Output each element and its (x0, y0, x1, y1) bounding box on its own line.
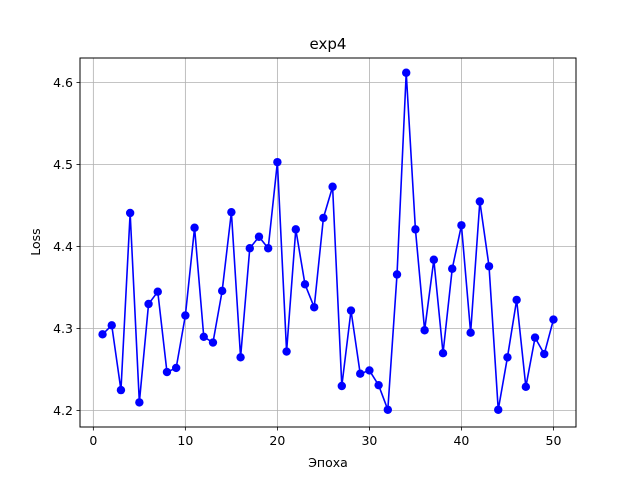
data-point (162, 367, 172, 377)
y-tick-label: 4.2 (53, 403, 73, 418)
data-point (374, 380, 383, 390)
data-point (356, 369, 365, 378)
data-point (475, 197, 485, 206)
plot-frame (79, 57, 577, 428)
data-point (494, 405, 503, 414)
data-point (254, 232, 264, 241)
data-point (236, 353, 245, 362)
data-point (208, 338, 218, 347)
data-point (199, 332, 208, 341)
data-point (328, 182, 337, 191)
data-point (337, 381, 347, 391)
x-tick-label: 50 (546, 433, 562, 448)
data-point (365, 366, 374, 375)
data-point (263, 244, 273, 253)
x-tick-label: 10 (177, 433, 193, 448)
data-point (107, 321, 116, 330)
x-tick-label: 20 (269, 433, 285, 448)
data-point (217, 286, 227, 296)
series-layer (98, 68, 558, 414)
data-point (420, 326, 429, 335)
data-point (457, 221, 466, 230)
data-point (153, 287, 162, 296)
data-point (429, 255, 439, 264)
data-point (319, 213, 328, 223)
x-tick-label: 40 (453, 433, 469, 448)
x-tick-label: 30 (361, 433, 377, 448)
data-point (227, 207, 236, 217)
data-point (273, 157, 282, 167)
grid (80, 58, 576, 427)
ticks: 0 10 20 30 40 50 4.2 4.3 4.4 4.5 4.6 (53, 75, 561, 448)
data-point (125, 208, 135, 218)
data-point (245, 244, 254, 253)
data-point (135, 398, 144, 407)
data-point (521, 382, 531, 392)
y-tick-label: 4.3 (53, 321, 73, 336)
series-line (101, 71, 555, 411)
data-point (411, 225, 420, 234)
data-point (503, 353, 512, 362)
y-axis-label: Loss (28, 228, 43, 255)
data-point (530, 333, 540, 342)
data-point (282, 347, 291, 356)
data-point (549, 315, 558, 324)
data-point (438, 349, 448, 358)
data-point (448, 264, 457, 273)
data-point (402, 68, 411, 77)
data-point (309, 303, 319, 312)
data-point (116, 385, 126, 395)
data-point (383, 405, 393, 414)
x-axis-label: Эпоха (308, 455, 348, 470)
y-tick-label: 4.5 (53, 157, 73, 172)
x-tick-label: 0 (89, 433, 97, 448)
data-point (300, 280, 310, 289)
y-tick-label: 4.4 (53, 239, 73, 254)
data-point (540, 349, 549, 359)
y-tick-label: 4.6 (53, 75, 73, 90)
data-point (392, 270, 402, 279)
data-point (512, 295, 521, 305)
data-point (144, 299, 153, 309)
data-point (484, 262, 494, 271)
data-point (466, 328, 475, 337)
data-point (291, 225, 300, 234)
data-point (190, 223, 199, 232)
data-point (98, 330, 107, 339)
data-point (181, 311, 190, 320)
data-point (171, 363, 181, 373)
data-point (346, 306, 356, 315)
chart-title: exp4 (310, 35, 347, 53)
